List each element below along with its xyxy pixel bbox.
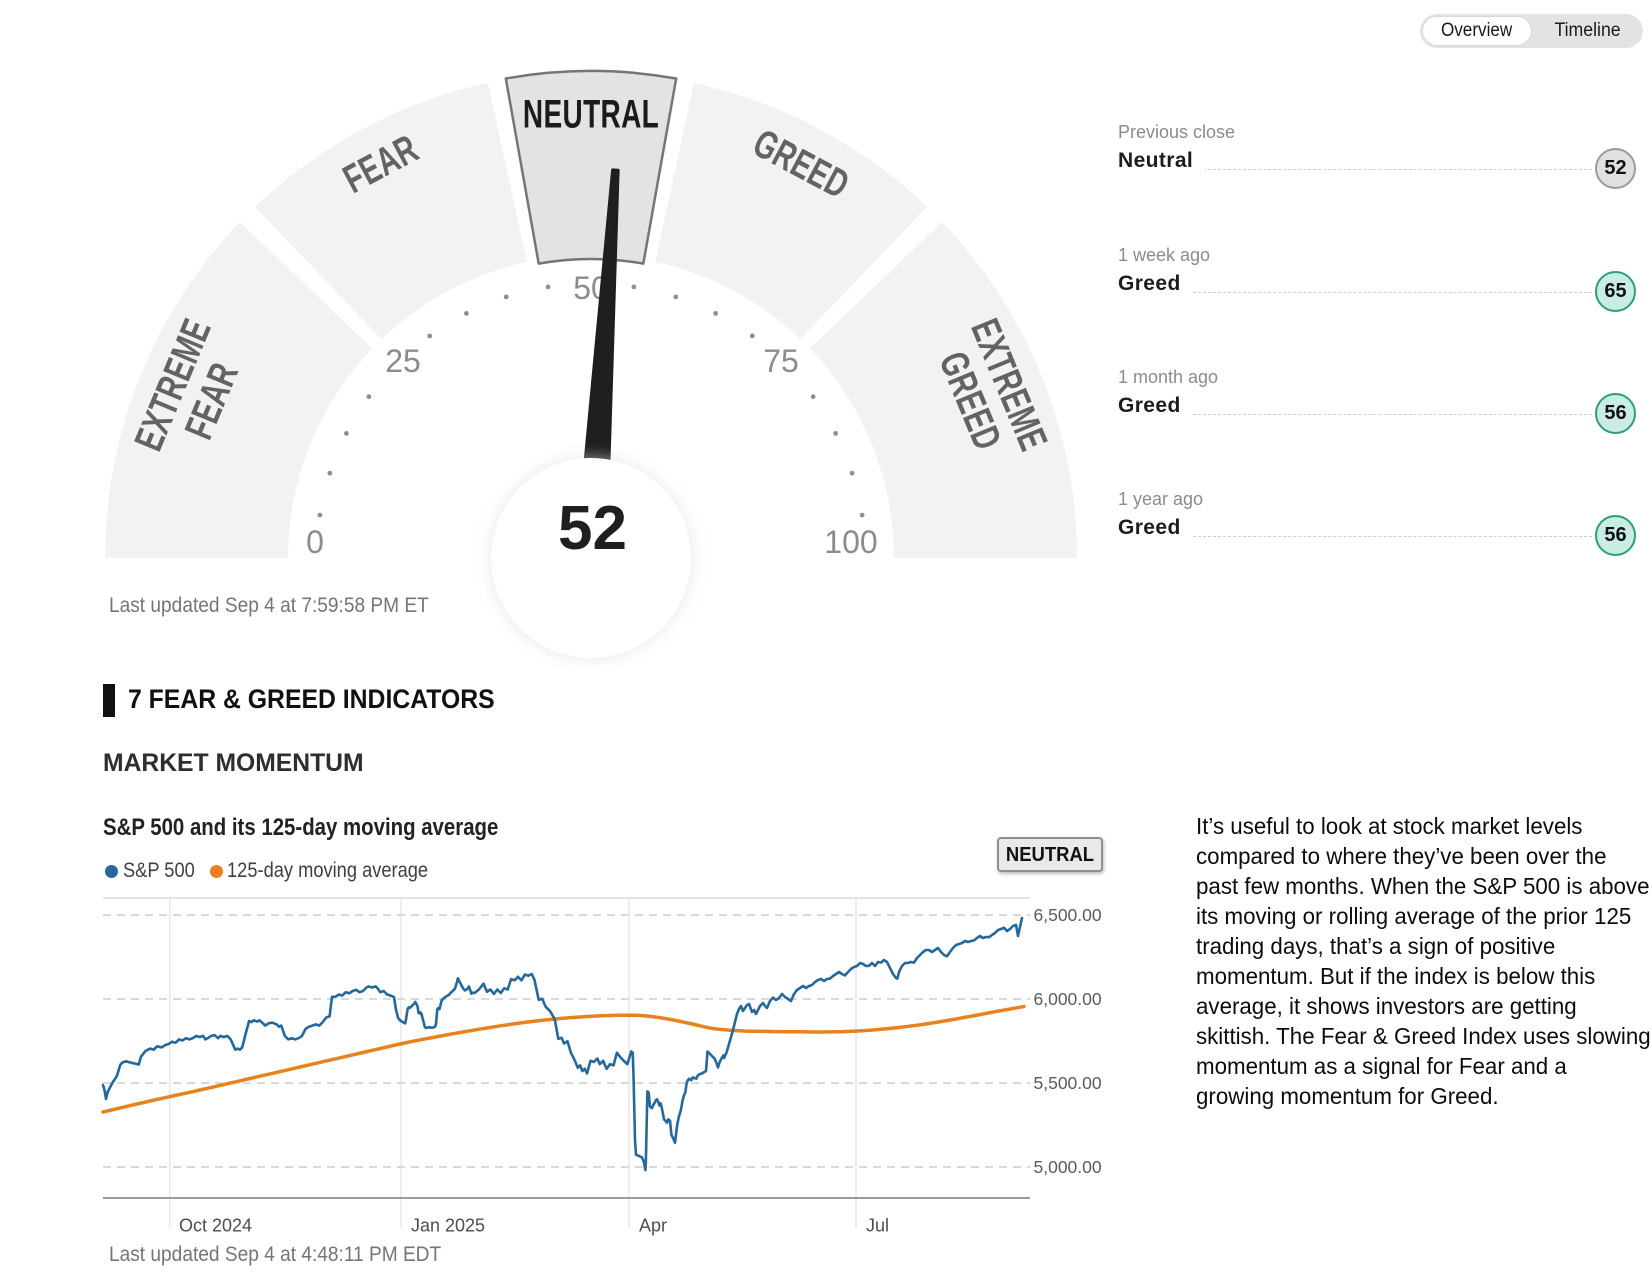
svg-text:25: 25: [385, 343, 421, 379]
svg-text:NEUTRAL: NEUTRAL: [523, 93, 659, 137]
svg-text:6,500.00: 6,500.00: [1034, 905, 1102, 925]
svg-text:52: 52: [558, 494, 627, 563]
svg-text:Jul: Jul: [866, 1216, 889, 1236]
svg-text:Oct 2024: Oct 2024: [179, 1216, 252, 1236]
svg-text:100: 100: [824, 524, 877, 560]
svg-text:75: 75: [763, 343, 799, 379]
svg-text:0: 0: [306, 524, 324, 560]
svg-text:Jan 2025: Jan 2025: [411, 1216, 485, 1236]
svg-text:Apr: Apr: [639, 1216, 667, 1236]
svg-text:5,500.00: 5,500.00: [1034, 1073, 1102, 1093]
svg-text:6,000.00: 6,000.00: [1034, 989, 1102, 1009]
svg-text:5,000.00: 5,000.00: [1034, 1157, 1102, 1177]
